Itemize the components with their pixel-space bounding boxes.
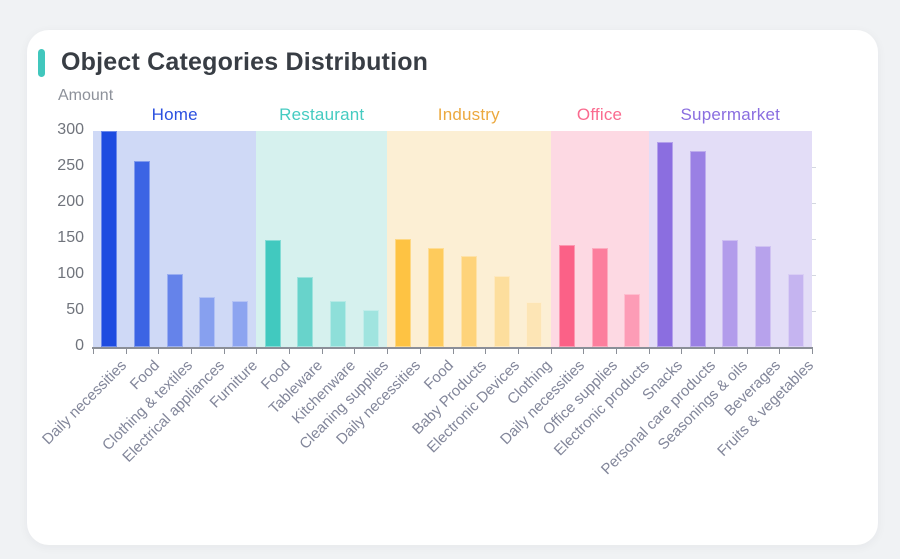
bar-supermarket-personal-care-products[interactable]: [689, 151, 706, 347]
x-axis-tick: [648, 349, 650, 354]
x-axis-tick: [746, 349, 748, 354]
x-axis-tick: [779, 349, 781, 354]
x-axis-tick: [289, 349, 291, 354]
bar-supermarket-seasonings-oils[interactable]: [722, 240, 739, 347]
y-tick-label-0: 0: [75, 337, 84, 354]
bar-home-electrical-appliances[interactable]: [199, 297, 216, 347]
y-grid-tick-right: [812, 203, 816, 204]
group-label-home: Home: [151, 105, 198, 124]
x-axis-tick: [452, 349, 454, 354]
x-axis-tick: [354, 349, 356, 354]
title-accent-bar: [38, 48, 45, 77]
x-axis-tick: [615, 349, 617, 354]
y-tick-label-50: 50: [66, 301, 84, 318]
group-label-restaurant: Restaurant: [279, 105, 365, 124]
y-tick-label-100: 100: [57, 265, 84, 282]
bar-industry-daily-necessities[interactable]: [395, 239, 412, 347]
bar-restaurant-food[interactable]: [264, 240, 281, 347]
bar-chart: 0 50 100 150 200 250 300 Home Daily necessities F…: [27, 30, 878, 545]
y-axis-title: Amount: [58, 87, 114, 104]
x-axis-tick: [550, 349, 552, 354]
y-grid-tick-right: [812, 311, 816, 312]
x-axis-tick: [321, 349, 323, 354]
y-tick-label-200: 200: [57, 193, 84, 210]
y-grid-tick-right: [812, 167, 816, 168]
bar-industry-clothing[interactable]: [526, 302, 543, 347]
bar-home-furniture[interactable]: [232, 301, 249, 347]
x-axis-tick: [158, 349, 160, 354]
bar-home-food[interactable]: [134, 161, 151, 347]
group-label-office: Office: [576, 105, 623, 124]
x-axis-tick: [812, 349, 813, 354]
group-label-industry: Industry: [437, 105, 500, 124]
x-axis-tick: [93, 349, 94, 354]
bar-restaurant-tableware[interactable]: [297, 277, 314, 347]
bar-home-daily-necessities[interactable]: [101, 131, 118, 347]
y-grid-tick-right: [812, 239, 816, 240]
chart-card: Object Categories Distribution Amount 0 5…: [27, 30, 878, 545]
bar-office-daily-necessities[interactable]: [558, 245, 575, 347]
bar-industry-food[interactable]: [428, 248, 445, 347]
x-axis-tick: [583, 349, 585, 354]
group-label-supermarket: Supermarket: [680, 105, 781, 124]
x-axis-tick: [713, 349, 715, 354]
bar-supermarket-fruits-vegetables[interactable]: [787, 274, 804, 347]
bar-restaurant-cleaning-supplies[interactable]: [362, 310, 379, 347]
x-axis-tick: [125, 349, 127, 354]
card-header: Object Categories Distribution: [38, 48, 428, 77]
x-axis-tick: [419, 349, 421, 354]
y-tick-label-150: 150: [57, 229, 84, 246]
bar-supermarket-snacks[interactable]: [656, 142, 673, 347]
bar-industry-baby-products[interactable]: [460, 256, 477, 347]
bar-office-office-supplies[interactable]: [591, 248, 608, 347]
x-axis-line: [92, 347, 813, 349]
bar-office-electronic-products[interactable]: [624, 294, 641, 347]
x-axis-tick: [517, 349, 519, 354]
x-axis-tick: [485, 349, 487, 354]
page-title: Object Categories Distribution: [61, 48, 429, 76]
y-tick-label-300: 300: [57, 121, 84, 138]
x-axis-tick: [223, 349, 225, 354]
x-axis-tick: [191, 349, 193, 354]
x-axis-tick: [256, 349, 258, 354]
y-grid-tick-right: [812, 275, 816, 276]
y-tick-label-250: 250: [57, 157, 84, 174]
x-axis-tick: [387, 349, 389, 354]
bar-supermarket-beverages[interactable]: [754, 246, 771, 347]
bar-restaurant-kitchenware[interactable]: [330, 301, 347, 347]
x-axis-tick: [681, 349, 683, 354]
bar-industry-electronic-devices[interactable]: [493, 276, 510, 347]
bar-home-clothing-textiles[interactable]: [166, 274, 183, 347]
